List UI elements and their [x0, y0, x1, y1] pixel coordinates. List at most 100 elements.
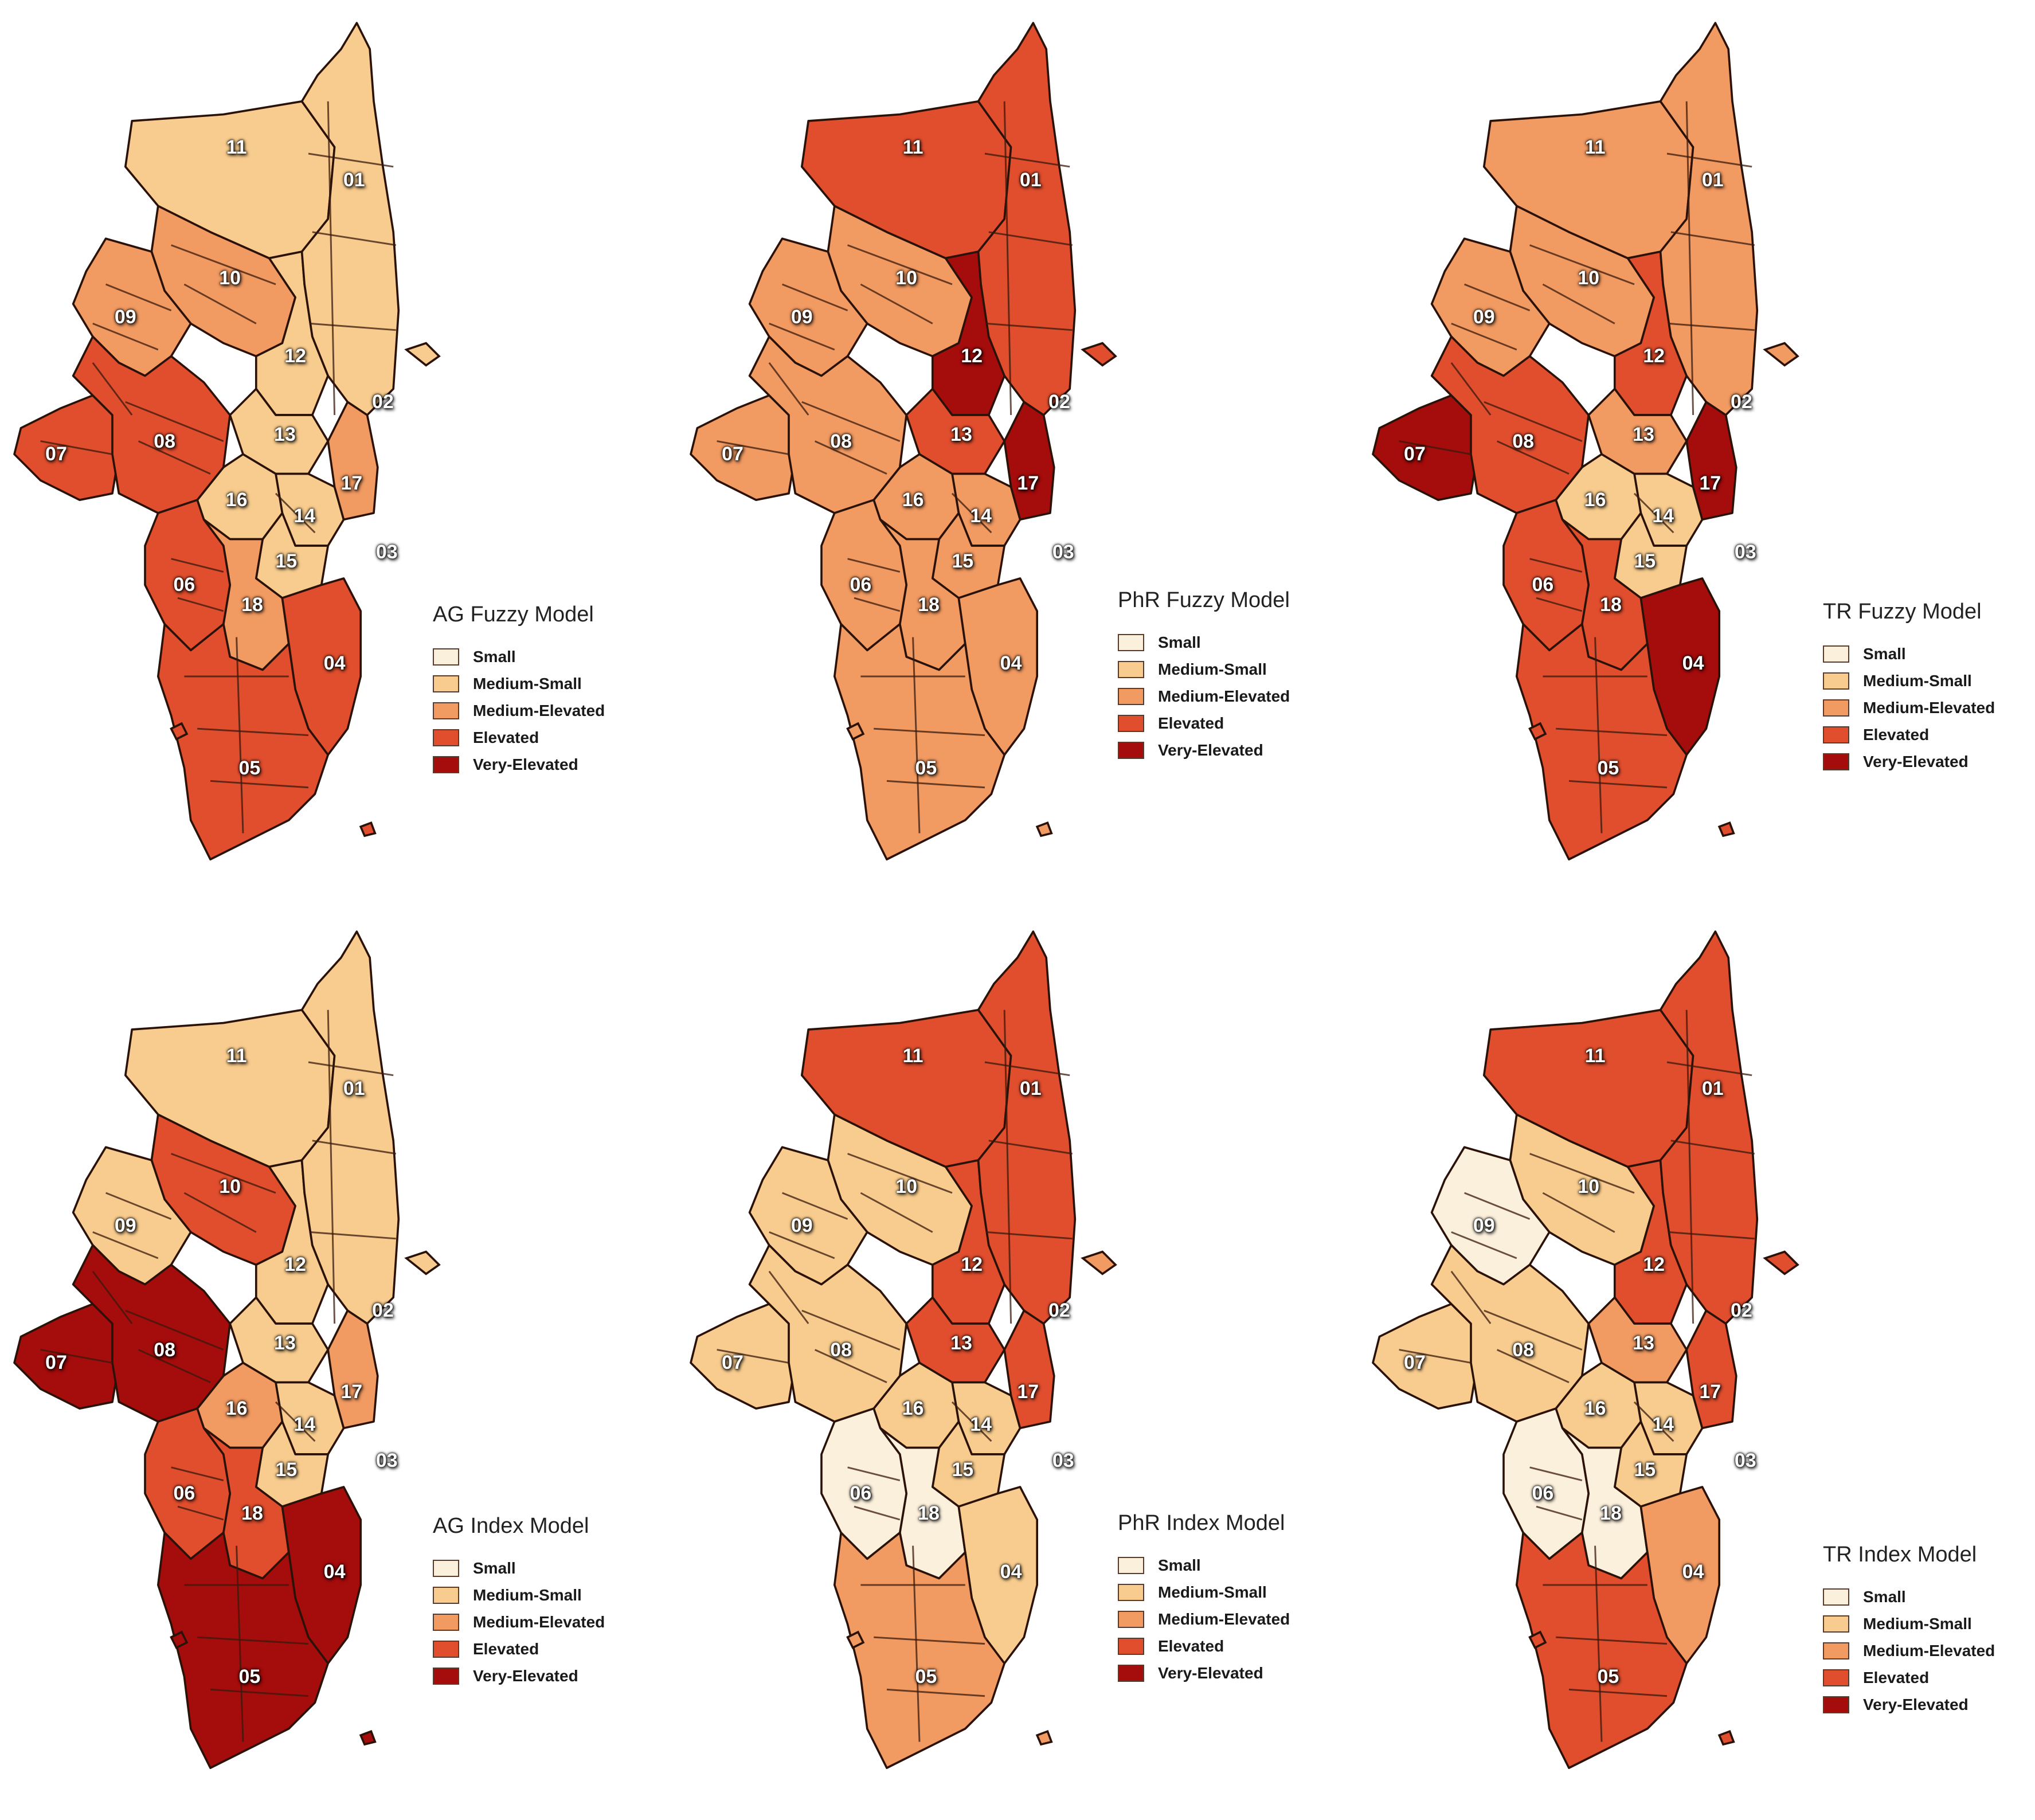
legend-label: Very-Elevated [1863, 752, 1969, 770]
subdistrict-boundary [1670, 231, 1755, 246]
district-label-05: 05 [238, 1665, 261, 1688]
district-label-10: 10 [219, 267, 241, 289]
legend-label: Medium-Elevated [473, 1612, 605, 1631]
legend-label: Very-Elevated [1863, 1695, 1969, 1713]
subdistrict-boundary [275, 1401, 316, 1442]
legend-label: Medium-Elevated [1863, 698, 1995, 717]
subdistrict-boundary [308, 152, 394, 168]
legend-item: Very-Elevated [1823, 748, 2035, 775]
subdistrict-boundary [1568, 1688, 1668, 1697]
district-01 [1659, 930, 1759, 1325]
legend-swatch [1823, 1696, 1849, 1713]
subdistrict-boundary [1484, 401, 1583, 442]
legend-swatch [1118, 1637, 1144, 1655]
island-fragment [1717, 821, 1735, 837]
subdistrict-boundary [171, 1466, 224, 1482]
subdistrict-boundary [236, 1545, 244, 1742]
subdistrict-boundary [1668, 1231, 1755, 1240]
legend-label: Medium-Elevated [1158, 1610, 1290, 1628]
district-label-01: 01 [1019, 169, 1042, 191]
map-title: AG Fuzzy Model [433, 602, 594, 627]
subdistrict-boundary [912, 637, 921, 833]
legend-label: Elevated [1863, 1668, 1930, 1686]
district-05 [1515, 1531, 1688, 1770]
legend-swatch [1118, 1583, 1144, 1601]
district-label-17: 17 [341, 1380, 363, 1403]
district-label-05: 05 [915, 757, 937, 779]
subdistrict-boundary [1464, 1192, 1531, 1220]
district-label-17: 17 [1017, 472, 1039, 494]
subdistrict-boundary [847, 1466, 901, 1482]
district-label-01: 01 [1701, 1077, 1724, 1099]
subdistrict-boundary [1594, 1545, 1603, 1742]
subdistrict-boundary [1685, 1009, 1694, 1324]
legend-item: Very-Elevated [433, 1662, 754, 1689]
district-label-17: 17 [1699, 1380, 1721, 1403]
district-label-07: 07 [722, 1352, 743, 1374]
district-label-05: 05 [1597, 1665, 1619, 1688]
island-fragment [846, 722, 865, 741]
legend-label: Medium-Small [1863, 671, 1972, 690]
legend-label: Medium-Elevated [1863, 1641, 1995, 1659]
legend-item: Elevated [433, 1635, 754, 1662]
legend-label: Very-Elevated [473, 755, 578, 773]
district-05 [156, 1531, 330, 1770]
legend-swatch [1118, 1664, 1144, 1682]
legend-item: Medium-Elevated [433, 697, 754, 724]
legend-swatch [433, 675, 459, 692]
legend-item: Small [1118, 1552, 1439, 1579]
legend-label: Elevated [1158, 1637, 1224, 1655]
legend-item: Small [433, 643, 754, 670]
map-panel-ag-fuzzy: 10 11 12 13 14 15 16 17 18 01 02 03 04 05 06 07 08 09 [13, 22, 459, 911]
legend-item: Medium-Small [1118, 1579, 1439, 1606]
district-label-10: 10 [219, 1175, 241, 1197]
district-label-01: 01 [343, 169, 365, 191]
subdistrict-boundary [847, 1153, 953, 1194]
district-label-12: 12 [961, 345, 983, 367]
subdistrict-boundary [105, 283, 172, 311]
legend-ag-fuzzy: AG Fuzzy Model Small Medium-Small Medium-El… [433, 602, 754, 778]
subdistrict-boundary [327, 1009, 336, 1324]
legend-label: Medium-Elevated [1158, 687, 1290, 705]
subdistrict-boundary [874, 727, 985, 737]
subdistrict-boundary [197, 727, 309, 737]
subdistrict-boundary [801, 401, 901, 442]
island-fragment [1528, 1630, 1547, 1649]
legend-swatch [433, 1640, 459, 1658]
legend-swatch [1823, 726, 1849, 743]
legend-swatch [1118, 1556, 1144, 1574]
subdistrict-boundary [183, 1192, 257, 1233]
map-title: PhR Fuzzy Model [1118, 588, 1290, 612]
subdistrict-boundary [310, 322, 396, 331]
subdistrict-boundary [40, 1349, 113, 1364]
district-label-08: 08 [154, 430, 176, 452]
legend-swatch [1823, 672, 1849, 690]
subdistrict-boundary [1450, 362, 1492, 416]
district-label-11: 11 [1584, 1044, 1606, 1067]
island-fragment [1763, 342, 1799, 367]
district-label-11: 11 [902, 136, 923, 158]
subdistrict-boundary [92, 1231, 159, 1259]
district-label-04: 04 [1682, 1561, 1704, 1583]
subdistrict-boundary [886, 1688, 985, 1697]
subdistrict-boundary [874, 1636, 985, 1645]
legend-label: Medium-Elevated [473, 701, 605, 719]
subdistrict-boundary [177, 597, 224, 612]
island-fragment [1717, 1729, 1735, 1746]
district-label-13: 13 [274, 1332, 296, 1355]
district-label-11: 11 [1584, 136, 1606, 158]
subdistrict-boundary [1633, 1401, 1674, 1442]
legend-item: Medium-Elevated [1823, 1637, 2035, 1664]
legend-item: Medium-Elevated [433, 1608, 754, 1635]
subdistrict-boundary [1666, 152, 1752, 168]
legend-tr-fuzzy: TR Fuzzy Model Small Medium-Small Medium-El… [1823, 599, 2035, 775]
district-label-07: 07 [45, 1352, 67, 1374]
district-label-16: 16 [902, 1398, 924, 1420]
legend-label: Elevated [1158, 714, 1224, 732]
subdistrict-boundary [105, 1192, 172, 1220]
district-label-16: 16 [1584, 1398, 1606, 1420]
district-label-04: 04 [323, 1561, 346, 1583]
legend-label: Elevated [473, 728, 539, 746]
legend-label: Small [1863, 1587, 1906, 1606]
legend-label: Medium-Small [1863, 1614, 1972, 1633]
